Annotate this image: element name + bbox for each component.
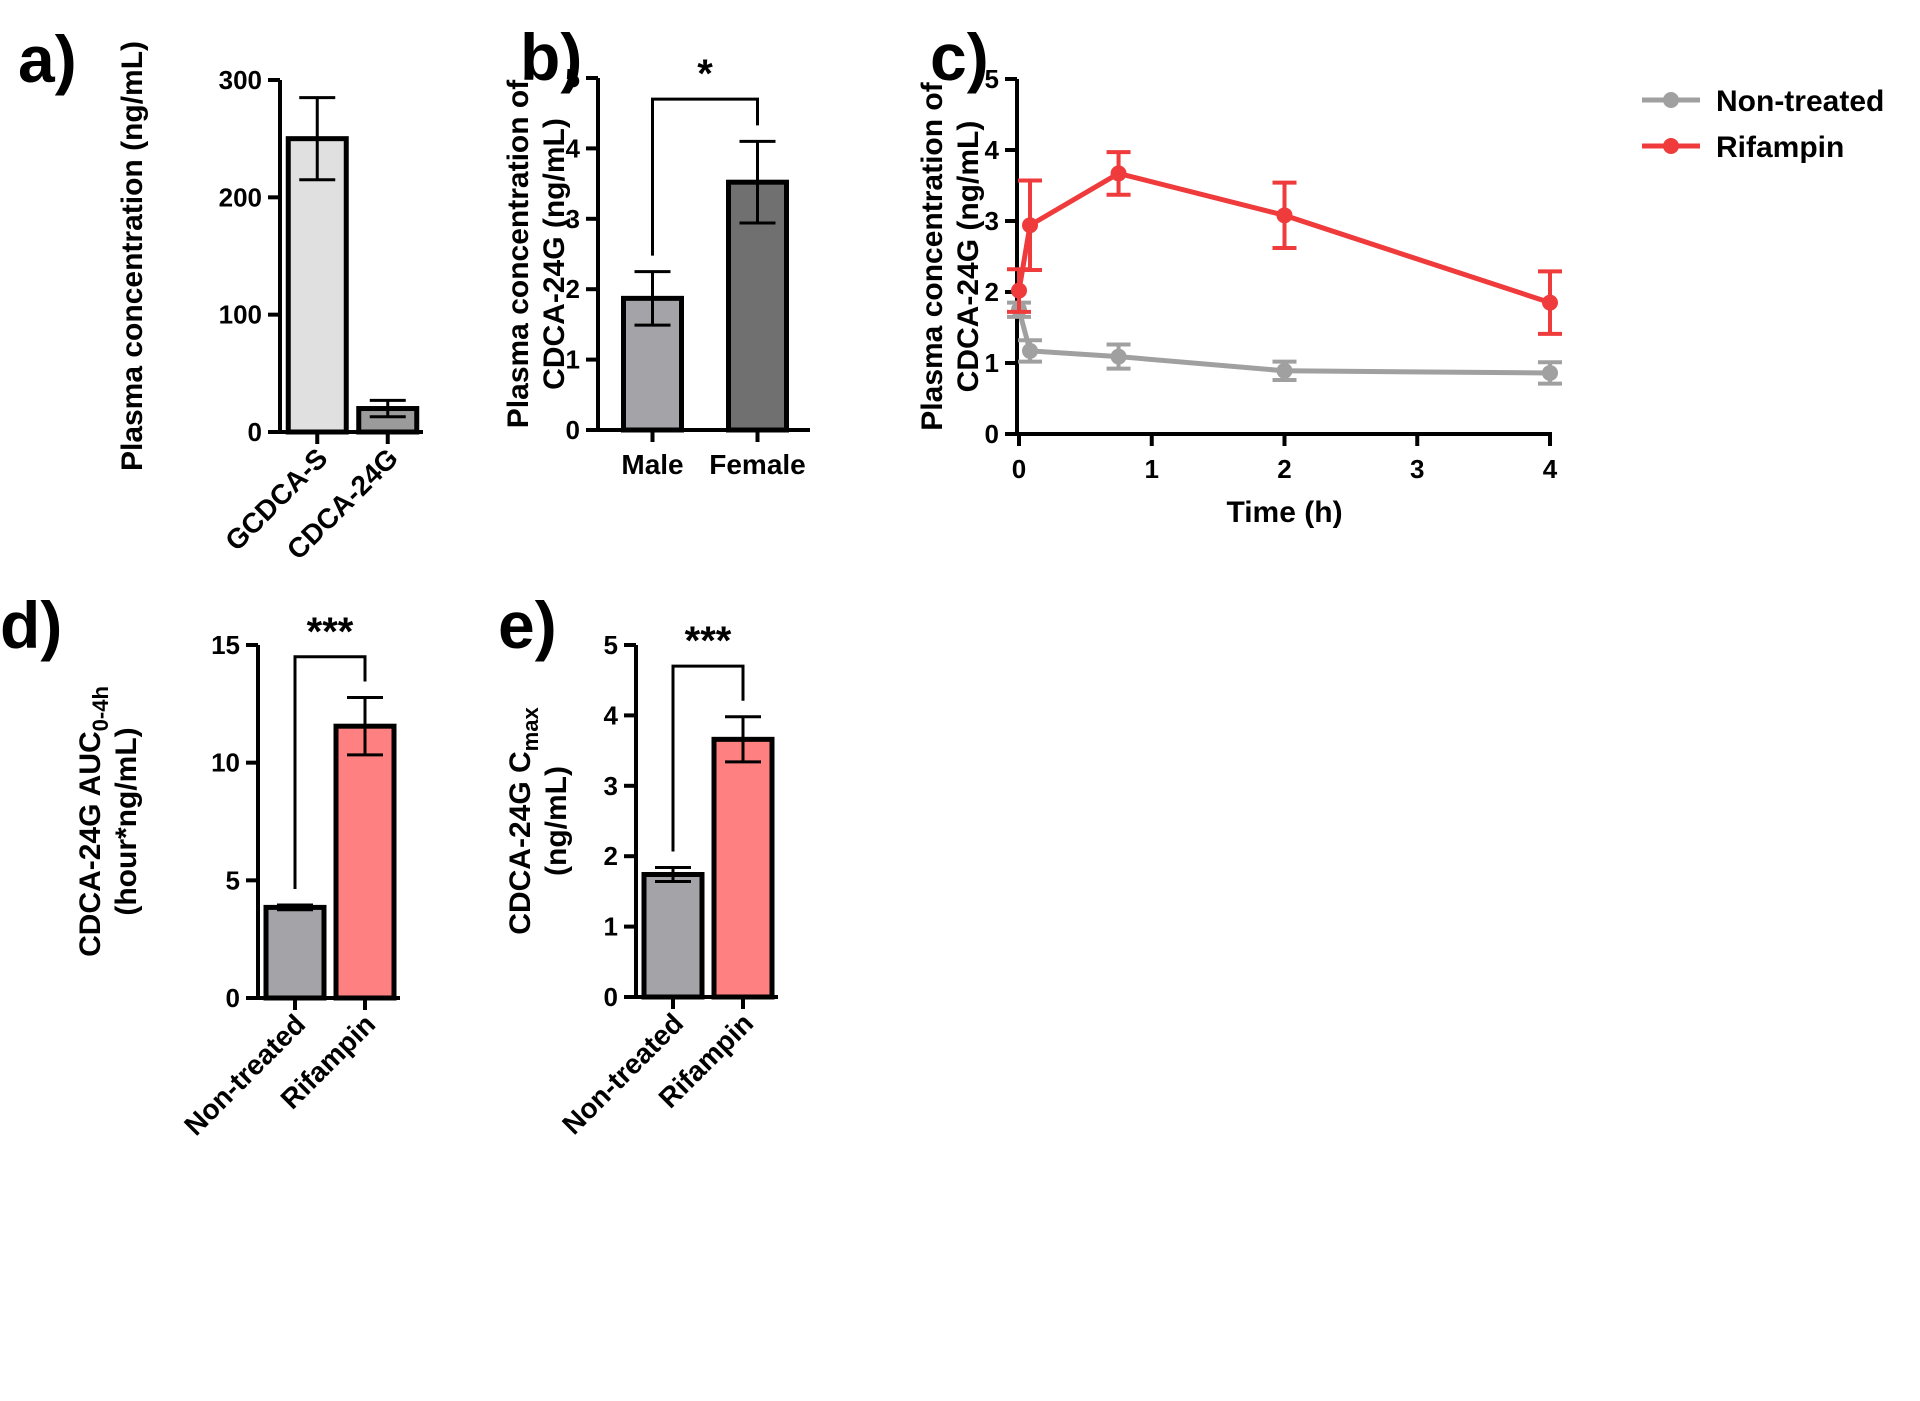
data-point: [1022, 217, 1039, 234]
legend-label: Non-treated: [1716, 85, 1884, 118]
legend-label: Rifampin: [1716, 131, 1844, 164]
y-tick-label: 1: [566, 345, 580, 375]
x-axis-label: Time (h): [1226, 496, 1342, 529]
panel-label: a): [18, 22, 77, 96]
y-axis-label: CDCA-24G (ng/mL): [952, 121, 985, 393]
x-tick-label: Non-treated: [178, 1008, 311, 1141]
x-tick-label: 3: [1410, 454, 1424, 484]
data-point: [1110, 348, 1127, 365]
y-axis-label: CDCA-24G Cmax: [504, 707, 543, 935]
y-tick-label: 3: [985, 206, 999, 236]
x-tick-label: 1: [1145, 454, 1159, 484]
y-axis-label: (hour*ng/mL): [110, 727, 143, 915]
y-tick-label: 5: [566, 63, 580, 93]
y-axis-label: (ng/mL): [540, 766, 573, 876]
y-tick-label: 15: [211, 630, 240, 660]
bar: [263, 904, 327, 1001]
data-point: [1110, 165, 1127, 182]
panel-b: b) 0 1 2 3 4 5 Plasma concentration of CDCA-24G …: [502, 20, 810, 480]
significance-label: *: [697, 52, 713, 96]
y-tick-label: 2: [566, 274, 580, 304]
y-tick-label: 3: [566, 204, 580, 234]
y-tick-label: 0: [248, 417, 262, 447]
y-tick-label: 4: [985, 135, 1000, 165]
data-point: [1276, 207, 1293, 224]
y-axis-label: Plasma concentration of: [502, 79, 535, 428]
panel-d: d) 0 5 10 15 CDCA-24G AUC0-4h(hour*ng/mL) Non-…: [0, 588, 400, 1141]
significance-bracket: [293, 655, 367, 890]
data-point: [1276, 362, 1293, 379]
x-tick-label: Non-treated: [556, 1007, 689, 1140]
y-tick-label: 3: [604, 771, 618, 801]
y-tick-label: 5: [226, 865, 240, 895]
series-rifampin: [1007, 150, 1562, 336]
data-point: [1011, 282, 1027, 299]
bar: [285, 136, 349, 435]
data-point: [1022, 342, 1039, 359]
y-tick-label: 2: [604, 841, 618, 871]
legend-marker: [1663, 138, 1679, 154]
y-tick-label: 200: [219, 182, 262, 212]
y-tick-label: 100: [219, 300, 262, 330]
data-point: [1542, 364, 1558, 381]
x-tick-label: Female: [709, 449, 806, 480]
x-tick-label: 0: [1012, 454, 1026, 484]
y-tick-label: 300: [219, 65, 262, 95]
bar: [333, 723, 397, 1001]
y-tick-label: 0: [604, 982, 618, 1012]
y-tick-label: 0: [985, 419, 999, 449]
x-tick-label: 4: [1543, 454, 1558, 484]
data-point: [1542, 294, 1558, 311]
panel-label: c): [930, 20, 989, 94]
bar: [641, 872, 705, 1000]
y-tick-label: 0: [566, 415, 580, 445]
x-tick-label: Male: [621, 449, 683, 480]
y-axis-label: CDCA-24G AUC0-4h: [74, 686, 113, 957]
panel-label: b): [520, 20, 582, 94]
y-tick-label: 5: [985, 64, 999, 94]
x-tick-label: 2: [1277, 454, 1291, 484]
panel-label: e): [498, 588, 557, 662]
panel-c: c) 0 1 2 3 4 5 Plasma concentration of CDCA-24G …: [916, 20, 1884, 529]
panel-a: a) 0 100 200 300 Plasma concentration (ng/mL)…: [18, 22, 423, 565]
y-tick-label: 1: [985, 348, 999, 378]
panel-label: d): [0, 588, 62, 662]
bar: [711, 736, 775, 1000]
y-axis-label: Plasma concentration of: [916, 81, 949, 430]
y-tick-label: 10: [211, 748, 240, 778]
y-axis-label: CDCA-24G (ng/mL): [538, 118, 571, 390]
y-tick-label: 1: [604, 912, 618, 942]
significance-bracket: [651, 97, 759, 256]
significance-bracket: [671, 664, 745, 852]
y-tick-label: 4: [566, 133, 581, 163]
legend-marker: [1663, 92, 1679, 108]
y-tick-label: 5: [604, 630, 618, 660]
series-non-treated: [1007, 300, 1562, 386]
y-axis-label: Plasma concentration (ng/mL): [116, 41, 149, 471]
bar: [726, 179, 789, 433]
significance-label: ***: [685, 619, 732, 663]
y-tick-label: 2: [985, 277, 999, 307]
y-tick-label: 4: [604, 700, 619, 730]
significance-label: ***: [307, 610, 354, 654]
y-tick-label: 0: [226, 983, 240, 1013]
